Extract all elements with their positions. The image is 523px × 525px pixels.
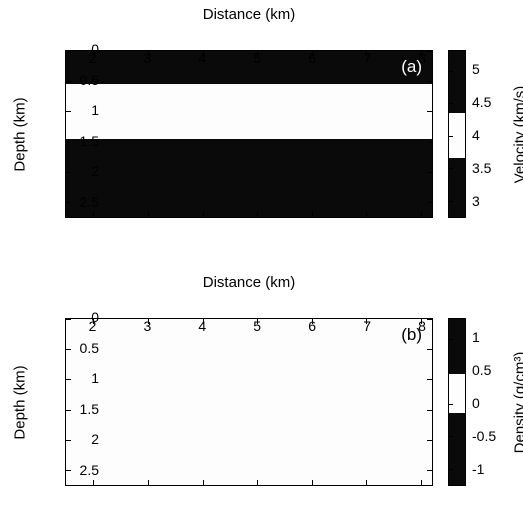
panel-b-xlabel: Distance (km) xyxy=(65,274,433,291)
panel-b-layer-0 xyxy=(66,319,432,485)
cbtick: 4 xyxy=(466,127,506,143)
xtick: 6 xyxy=(302,318,322,334)
ytick: 0.5 xyxy=(65,340,105,356)
xtick: 5 xyxy=(247,50,267,66)
ytick: 2 xyxy=(65,431,105,447)
cbtick: 1 xyxy=(466,329,506,345)
xtick: 4 xyxy=(192,318,212,334)
cbtick: -1 xyxy=(466,461,506,477)
xtick: 8 xyxy=(412,318,432,334)
ytick: 1 xyxy=(65,370,105,386)
panel-a-plot: (a) xyxy=(65,50,433,218)
xtick: 3 xyxy=(137,50,157,66)
ytick: 2 xyxy=(65,163,105,179)
cbtick: 5 xyxy=(466,61,506,77)
panel-a-xlabel: Distance (km) xyxy=(65,6,433,23)
panel-b-ylabel: Depth (km) xyxy=(12,353,29,453)
panel-b-cblabel: Density (g/cm³) xyxy=(512,338,523,468)
panel-b-colorbar xyxy=(448,318,466,486)
xtick: 5 xyxy=(247,318,267,334)
ytick: 2.5 xyxy=(65,194,105,210)
cbtick: 0.5 xyxy=(466,362,506,378)
panel-a-ylabel: Depth (km) xyxy=(12,85,29,185)
cbtick: 3.5 xyxy=(466,160,506,176)
ytick: 0 xyxy=(65,309,105,325)
cbtick: 4.5 xyxy=(466,94,506,110)
cbtick: 3 xyxy=(466,193,506,209)
ytick: 0.5 xyxy=(65,72,105,88)
ytick: 1 xyxy=(65,102,105,118)
cbtick: 0 xyxy=(466,395,506,411)
cbtick: -0.5 xyxy=(466,428,506,444)
panel-a-layer-1 xyxy=(66,84,432,138)
xtick: 4 xyxy=(192,50,212,66)
ytick: 1.5 xyxy=(65,133,105,149)
xtick: 6 xyxy=(302,50,322,66)
figure: Distance (km) Depth (km) (a) xyxy=(0,0,523,525)
xtick: 3 xyxy=(137,318,157,334)
panel-b-plot: (b) xyxy=(65,318,433,486)
ytick: 0 xyxy=(65,41,105,57)
ytick: 1.5 xyxy=(65,401,105,417)
ytick: 2.5 xyxy=(65,462,105,478)
xtick: 7 xyxy=(357,50,377,66)
panel-a-cblabel: Velocity (km/s) xyxy=(512,75,523,195)
xtick: 7 xyxy=(357,318,377,334)
panel-a-layer-2 xyxy=(66,139,432,217)
panel-a-colorbar xyxy=(448,50,466,218)
xtick: 8 xyxy=(412,50,432,66)
